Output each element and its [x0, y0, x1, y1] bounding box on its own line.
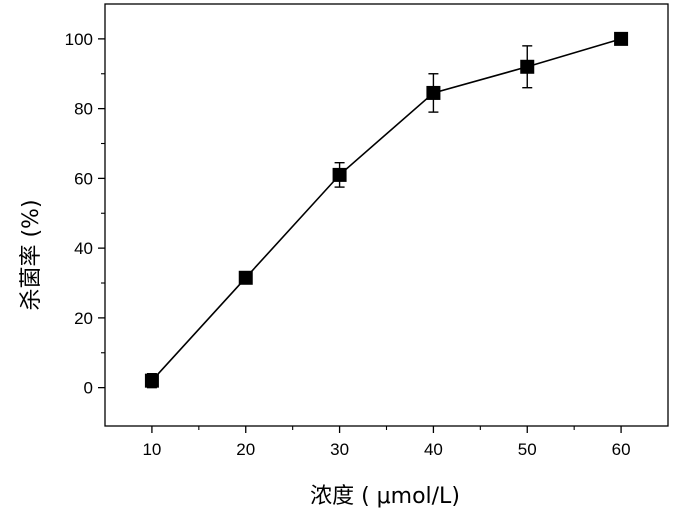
data-point-marker — [239, 271, 253, 285]
x-tick-label: 40 — [424, 440, 443, 459]
x-axis-ticks: 10 20 30 40 50 60 — [142, 426, 630, 459]
data-point-marker — [426, 86, 440, 100]
data-point-marker — [145, 374, 159, 388]
y-tick-label: 100 — [65, 30, 93, 49]
y-tick-label: 20 — [74, 309, 93, 328]
series-layer — [145, 32, 628, 388]
x-tick-label: 20 — [236, 440, 255, 459]
data-point-marker — [614, 32, 628, 46]
x-tick-label: 50 — [518, 440, 537, 459]
x-tick-label: 10 — [142, 440, 161, 459]
x-axis-title: 浓度 ( μmol/L) — [310, 484, 460, 509]
y-axis-title: 杀菌率 (%) — [19, 199, 44, 310]
series-line — [152, 39, 621, 381]
y-tick-label: 60 — [74, 169, 93, 188]
data-point-marker — [520, 60, 534, 74]
data-point-marker — [333, 168, 347, 182]
x-tick-label: 60 — [612, 440, 631, 459]
y-tick-label: 40 — [74, 239, 93, 258]
x-tick-label: 30 — [330, 440, 349, 459]
plot-border — [105, 4, 668, 426]
plot-frame — [105, 4, 668, 426]
y-tick-label: 80 — [74, 100, 93, 119]
y-tick-label: 0 — [84, 379, 93, 398]
y-axis-ticks: 0 20 40 60 80 100 — [65, 30, 105, 398]
